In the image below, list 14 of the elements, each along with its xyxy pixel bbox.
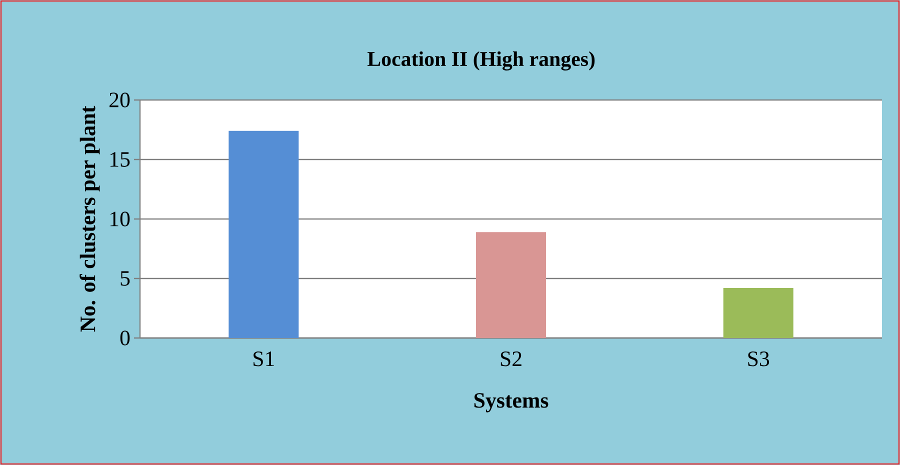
- y-axis-title: No. of clusters per plant: [80, 106, 100, 332]
- y-tick-label: 10: [110, 212, 130, 226]
- y-tick-label: 15: [110, 152, 130, 167]
- bar: [228, 130, 299, 338]
- y-tick-label: 20: [110, 92, 130, 108]
- chart-title: Location II (High ranges): [367, 51, 595, 70]
- x-tick-label: S3: [748, 352, 770, 366]
- x-axis-title: Systems: [474, 393, 548, 412]
- bar: [723, 288, 794, 338]
- y-tick-label: 5: [120, 271, 130, 286]
- y-tick-label: 0: [120, 330, 130, 346]
- x-tick-label: S2: [500, 352, 522, 366]
- x-tick-label: S1: [254, 352, 274, 366]
- bar: [476, 232, 546, 338]
